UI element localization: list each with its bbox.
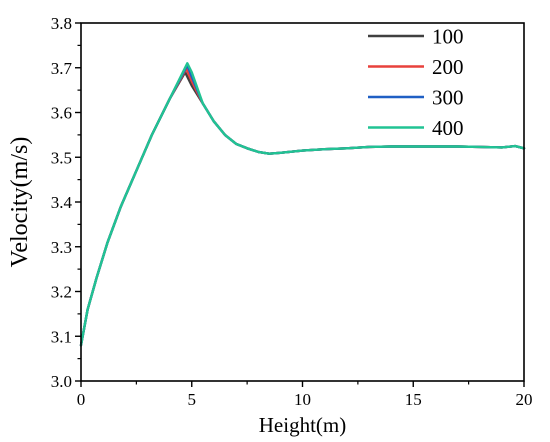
series-layer	[79, 62, 526, 347]
y-tick-label: 3.0	[51, 372, 72, 391]
series-line-200	[79, 67, 526, 347]
legend-label-100: 100	[432, 25, 464, 49]
y-tick-label: 3.5	[51, 148, 72, 167]
x-tick-label: 20	[516, 390, 533, 409]
legend: 100 200 300 400	[368, 25, 464, 140]
y-axis-title: Velocity(m/s)	[7, 137, 33, 268]
y-tick-label: 3.6	[51, 104, 72, 123]
y-tick-label: 3.3	[51, 238, 72, 257]
y-tick-label: 3.2	[51, 283, 72, 302]
x-tick-label: 0	[77, 390, 86, 409]
y-tick-label: 3.7	[51, 59, 73, 78]
legend-label-300: 300	[432, 86, 464, 110]
series-line-100	[79, 71, 526, 347]
x-axis-title: Height(m)	[259, 413, 346, 437]
x-tick-label: 5	[188, 390, 197, 409]
series-line-400	[79, 62, 526, 347]
legend-label-400: 400	[432, 116, 464, 140]
y-tick-label: 3.8	[51, 14, 72, 33]
x-tick-label: 10	[294, 390, 311, 409]
axes-layer: 0 5 10 15 20 3.0 3.1 3.2 3.3 3.4 3.5 3.6 3.7 3.8	[51, 14, 533, 409]
y-tick-label: 3.4	[51, 193, 73, 212]
x-tick-label: 15	[405, 390, 422, 409]
y-tick-label: 3.1	[51, 327, 72, 346]
legend-label-200: 200	[432, 55, 464, 79]
